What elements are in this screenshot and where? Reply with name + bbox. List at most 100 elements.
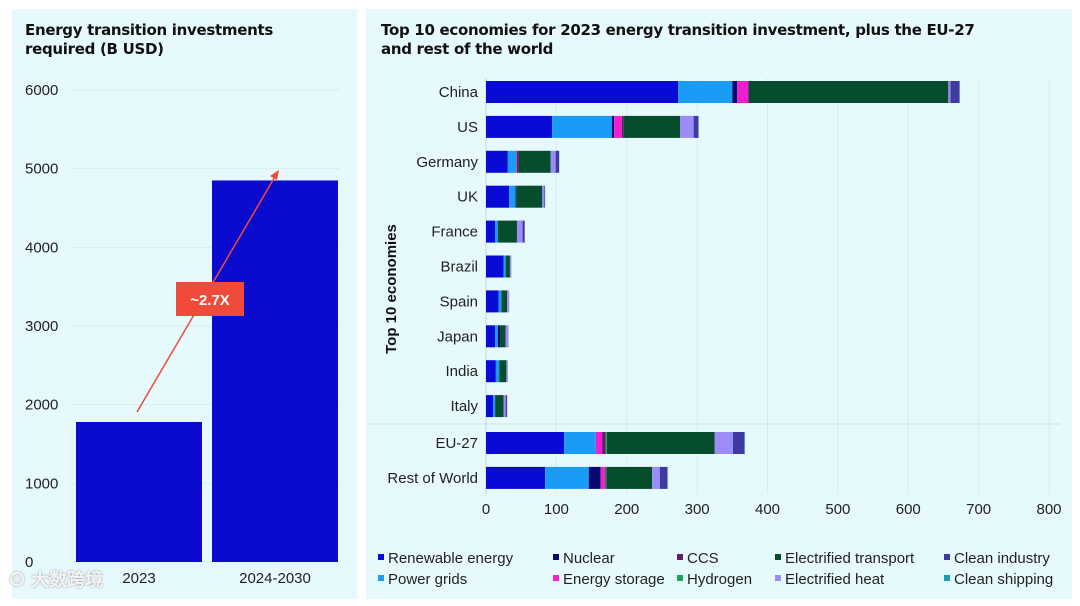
bar-segment-Japan-Electrified heat <box>505 325 509 348</box>
bar-segment-Italy-Clean industry <box>505 395 508 418</box>
legend-swatch <box>775 554 781 560</box>
bar-segment-France-Renewable energy <box>486 220 496 243</box>
bar-segment-Germany-Clean industry <box>555 150 560 173</box>
bar-segment-Brazil-Renewable energy <box>486 255 504 278</box>
bar-segment-EU-27-Renewable energy <box>486 432 565 454</box>
bar-segment-Italy-Renewable energy <box>486 395 494 418</box>
bar-segment-Rest of World-Electrified transport <box>606 466 653 489</box>
category-label: China <box>439 84 479 101</box>
legend-label: Renewable energy <box>388 550 514 567</box>
bar-segment-Germany-CCS <box>516 150 519 173</box>
bar-segment-UK-Electrified heat <box>542 185 545 208</box>
legend-label: Clean shipping <box>954 571 1053 588</box>
annotation-box <box>176 282 244 316</box>
bar-segment-EU-27-Energy storage <box>595 432 603 454</box>
bar-segment-Italy-Power grids <box>493 395 496 418</box>
bar-segment-EU-27-Electrified heat <box>714 432 734 454</box>
legend-swatch <box>775 575 781 581</box>
x-tick-label: 600 <box>896 501 921 518</box>
category-label: Brazil <box>440 259 478 276</box>
bar-segment-Germany-Renewable energy <box>486 150 508 173</box>
bar-segment-India-Electrified heat <box>506 360 508 383</box>
legend-swatch <box>378 575 384 581</box>
bar-segment-Rest of World-Nuclear <box>588 466 601 489</box>
arrow-head-icon <box>270 170 279 180</box>
bar-segment-UK-Electrified transport <box>516 185 543 208</box>
y-tick-label: 3000 <box>25 318 58 335</box>
bar-segment-China-Energy storage <box>737 81 749 103</box>
legend-label: Power grids <box>388 571 467 588</box>
annotation-label: ~2.7X <box>190 292 230 309</box>
legend-swatch <box>553 575 559 581</box>
bar-segment-Japan-Nuclear <box>497 325 501 348</box>
bar-segment-Japan-Electrified transport <box>500 325 506 348</box>
legend-swatch <box>944 575 950 581</box>
x-tick-label: 700 <box>966 501 991 518</box>
category-label: Japan <box>437 328 478 345</box>
category-label: EU-27 <box>435 435 478 452</box>
x-tick-label: 0 <box>482 501 490 518</box>
bar-segment-Japan-Power grids <box>495 325 498 348</box>
bar-segment-Rest of World-CCS <box>604 466 606 489</box>
x-tick-label: 2024-2030 <box>239 570 311 587</box>
bar-segment-Brazil-Electrified heat <box>509 255 512 278</box>
legend-swatch <box>553 554 559 560</box>
bar-segment-Spain-Electrified heat <box>507 290 510 313</box>
bar-segment-Brazil-Electrified transport <box>505 255 510 278</box>
y-tick-label: 0 <box>25 554 33 571</box>
bar-segment-China-Renewable energy <box>486 81 679 103</box>
bar-segment-France-Clean industry <box>522 220 525 243</box>
y-tick-label: 2000 <box>25 397 58 414</box>
legend-label: Electrified transport <box>785 550 915 567</box>
bar-segment-Spain-Power grids <box>498 290 502 313</box>
bar-segment-Rest of World-Hydrogen <box>605 466 607 489</box>
bar-segment-Germany-Electrified heat <box>550 150 556 173</box>
bar-segment-US-Power grids <box>552 115 612 138</box>
category-label: France <box>431 224 478 241</box>
y-tick-label: 4000 <box>25 239 58 256</box>
y-tick-label: 5000 <box>25 161 58 178</box>
bar-segment-China-Nuclear <box>732 81 738 103</box>
category-label: Germany <box>416 154 478 171</box>
y-tick-label: 6000 <box>25 82 58 99</box>
bar-segment-UK-Power grids <box>509 185 516 208</box>
bar-segment-India-Electrified transport <box>499 360 507 383</box>
bar-segment-US-CCS <box>621 115 624 138</box>
bar-segment-EU-27-Electrified transport <box>607 432 715 454</box>
legend-label: Electrified heat <box>785 571 885 588</box>
bar-segment-EU-27-Power grids <box>564 432 596 454</box>
bar-segment-UK-Renewable energy <box>486 185 510 208</box>
bar-segment-Rest of World-Clean industry <box>659 466 668 489</box>
y-tick-label: 1000 <box>25 475 58 492</box>
bar-segment-EU-27-CCS <box>602 432 606 454</box>
watermark-logo: ⊙ 大数跨境 <box>8 570 104 590</box>
legend-swatch <box>677 554 683 560</box>
bar-segment-Germany-Power grids <box>507 150 517 173</box>
bar-segment-EU-27-Clean industry <box>733 432 745 454</box>
bar-segment-Spain-Electrified transport <box>501 290 508 313</box>
y-axis-label: Top 10 economies <box>383 224 400 354</box>
legend-label: Nuclear <box>563 550 615 567</box>
legend-label: Hydrogen <box>687 571 752 588</box>
bar-segment-France-Electrified transport <box>497 220 517 243</box>
bar-2023 <box>76 421 202 562</box>
x-tick-label: 400 <box>755 501 780 518</box>
x-tick-label: 100 <box>544 501 569 518</box>
bar-segment-UK-Nuclear <box>515 185 517 208</box>
category-label: Rest of World <box>387 470 478 487</box>
bar-segment-Germany-Energy storage <box>516 150 517 173</box>
bar-segment-US-Electrified heat <box>680 115 694 138</box>
bar-segment-Rest of World-Electrified heat <box>652 466 660 489</box>
category-label: US <box>457 119 478 136</box>
bar-segment-China-Power grids <box>678 81 733 103</box>
bar-segment-Italy-Electrified transport <box>495 395 504 418</box>
left-chart-title: Energy transition investments required (… <box>25 21 273 58</box>
bar-segment-France-Electrified heat <box>516 220 523 243</box>
legend-swatch <box>677 575 683 581</box>
right-chart-title: Top 10 economies for 2023 energy transit… <box>381 21 975 58</box>
category-label: India <box>445 363 478 380</box>
bar-segment-Spain-Renewable energy <box>486 290 499 313</box>
bar-segment-Japan-Renewable energy <box>486 325 496 348</box>
bar-segment-US-Electrified transport <box>623 115 681 138</box>
